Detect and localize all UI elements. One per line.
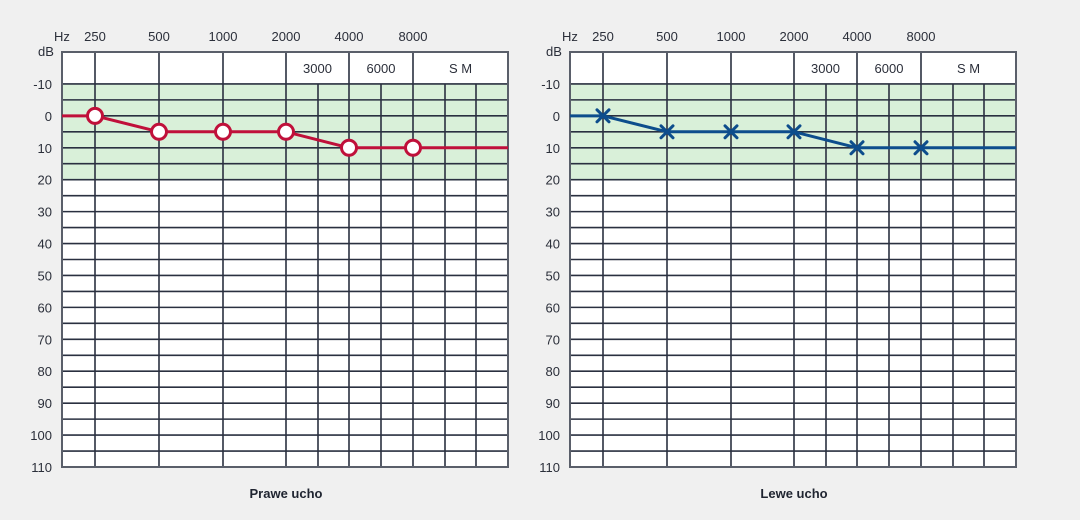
chart-title-right-ear: Prawe ucho [249,486,323,501]
audiogram-left-ear: Hz dB 250 500 1000 2000 4000 8000 3000 6000 S M -10… [508,0,1048,520]
x-inner-tick-label: 3000 [303,61,332,76]
y-tick-label: 40 [546,237,560,252]
circle-marker-icon [86,106,104,125]
chart-title-left-ear: Lewe ucho [760,486,828,501]
x-tick-label: 8000 [907,29,936,44]
x-axis-unit: Hz [54,29,70,44]
x-tick-label: 4000 [843,29,872,44]
y-tick-label: 40 [38,237,52,252]
y-tick-label: 50 [546,268,560,283]
grid-lines [62,52,508,467]
y-tick-label: 90 [546,396,560,411]
x-inner-tick-label: 6000 [367,61,396,76]
grid-lines [570,52,1016,467]
y-tick-label: 0 [45,109,52,124]
y-tick-label: 20 [38,173,52,188]
y-tick-label: 30 [546,205,560,220]
x-inner-tick-label: S M [957,61,980,76]
circle-marker-icon [340,138,358,157]
y-tick-label: -10 [541,77,560,92]
y-tick-label: 20 [546,173,560,188]
y-tick-label: 70 [546,332,560,347]
y-tick-label: 60 [38,300,52,315]
y-tick-label: 10 [546,141,560,156]
circle-marker-icon [404,138,422,157]
x-tick-label: 250 [84,29,106,44]
y-tick-label: 110 [539,460,560,475]
x-tick-label: 2000 [272,29,301,44]
x-axis-unit: Hz [562,29,578,44]
x-tick-label: 1000 [209,29,238,44]
y-axis-unit: dB [546,44,562,59]
y-tick-label: 100 [30,428,52,443]
y-tick-label: 30 [38,205,52,220]
circle-marker-icon [150,122,168,141]
x-tick-label: 2000 [780,29,809,44]
y-tick-label: 0 [553,109,560,124]
cross-marker-icon [849,140,865,156]
x-inner-tick-label: 6000 [875,61,904,76]
y-tick-label: 110 [31,460,52,475]
y-tick-label: 60 [546,300,560,315]
x-inner-tick-label: 3000 [811,61,840,76]
circle-marker-icon [277,122,295,141]
x-tick-label: 1000 [717,29,746,44]
x-tick-label: 250 [592,29,614,44]
audiogram-right-ear: Hz dB 250 500 1000 2000 4000 8000 3000 6000 S M -10… [30,29,509,501]
y-tick-label: 90 [38,396,52,411]
threshold-line [570,114,1016,150]
plot-border [61,51,509,468]
y-tick-label: 10 [38,141,52,156]
x-tick-label: 500 [148,29,170,44]
cross-marker-icon [723,124,739,140]
y-tick-label: 50 [38,268,52,283]
x-tick-label: 500 [656,29,678,44]
plot-border [569,51,1017,468]
cross-marker-icon [659,124,675,140]
y-tick-label: 80 [546,364,560,379]
x-tick-label: 4000 [335,29,364,44]
cross-marker-icon [595,108,611,124]
x-tick-label: 8000 [399,29,428,44]
cross-marker-icon [786,124,802,140]
y-tick-label: 80 [38,364,52,379]
y-axis-unit: dB [38,44,54,59]
y-tick-label: -10 [33,77,52,92]
threshold-line [62,114,508,150]
circle-marker-icon [214,122,232,141]
x-inner-tick-label: S M [449,61,472,76]
y-tick-label: 100 [538,428,560,443]
y-tick-label: 70 [38,332,52,347]
cross-marker-icon [913,140,929,156]
